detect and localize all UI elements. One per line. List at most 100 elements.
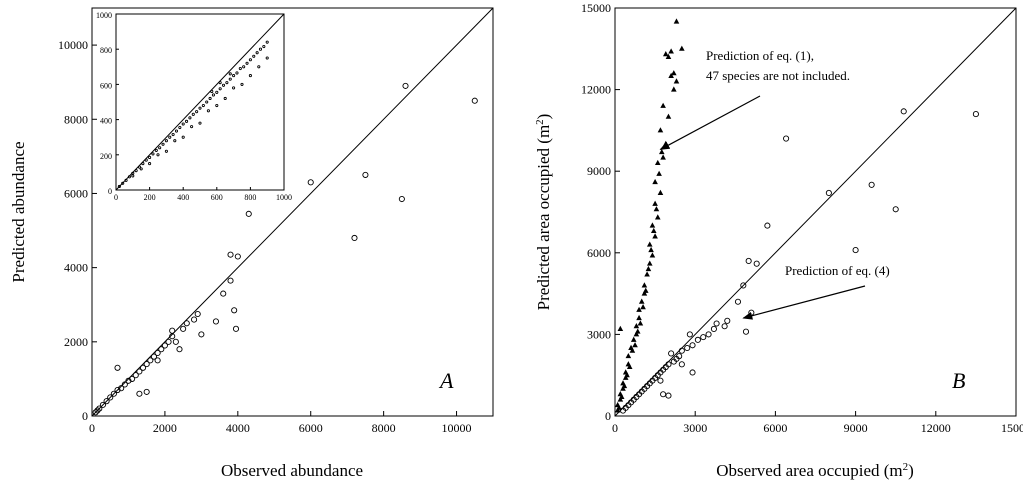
panel-b-circle-point <box>684 344 691 352</box>
inset-dot-point <box>151 152 155 156</box>
panel-a-circle-point <box>198 331 205 338</box>
panel-b-triangle-point <box>632 342 638 348</box>
panel-a-circle-point <box>232 325 240 332</box>
inset-dot-point <box>195 110 199 114</box>
panel-a-circle-point <box>92 409 99 416</box>
panel-b-triangle-point <box>617 325 624 331</box>
panel-b-annotations: Prediction of eq. (1), 47 species are no… <box>659 48 890 320</box>
panel-b-circle-point <box>852 247 859 254</box>
inset-y-tick-label: 0 <box>108 187 112 196</box>
annotation-eq4: Prediction of eq. (4) <box>785 263 890 278</box>
inset-dot-point <box>178 125 182 130</box>
annotation-arrow <box>659 95 761 150</box>
panel-b-x-tick-label: 0 <box>612 421 618 435</box>
panel-b-x-tick-label: 12000 <box>921 421 951 435</box>
inset-dot-point <box>245 61 249 65</box>
panel-b-circle-point <box>868 181 875 188</box>
panel-b-triangle-point <box>618 393 625 399</box>
inset-dot-point <box>124 178 128 182</box>
panel-a-y-tick-label: 6000 <box>64 186 88 200</box>
panel-a-x-tick-label: 8000 <box>372 421 396 435</box>
panel-b-triangle-point <box>654 214 661 220</box>
panel-b-circle-point <box>753 260 760 267</box>
panel-a-circle-point <box>139 364 147 371</box>
panel-b-triangle-point <box>673 18 680 24</box>
panel-a-circle-point <box>114 364 121 371</box>
inset-dot-point <box>171 133 175 137</box>
inset-dot-point <box>158 146 162 150</box>
inset-dot-point <box>225 81 229 85</box>
panel-b-circle-point <box>689 369 696 376</box>
inset-dot-point <box>206 109 210 113</box>
panel-b-circle-point <box>668 350 675 357</box>
inset-dot-point <box>242 65 246 69</box>
panel-b-chart: 0 3000 6000 9000 12000 15000 0 3000 6000 9000 1200… <box>534 1 1023 480</box>
inset-dot-point <box>262 45 266 49</box>
inset-dot-point <box>144 158 148 162</box>
panel-a-circle-point <box>110 390 117 397</box>
panel-b-circle-point <box>713 320 720 327</box>
inset-dot-point <box>215 103 219 108</box>
inset-dot-point <box>148 162 152 166</box>
panel-b-circle-point <box>742 328 750 335</box>
panel-a-circle-point <box>154 357 161 364</box>
inset-dot-point <box>218 87 222 91</box>
inset-dot-point <box>188 116 192 120</box>
inset-dot-point <box>127 175 131 179</box>
panel-a-x-tick-label: 2000 <box>153 421 177 435</box>
panel-b-circle-point <box>721 323 728 330</box>
panel-b-triangle-point <box>665 113 672 119</box>
panel-a-circle-point <box>121 381 128 388</box>
panel-b-circle-point <box>657 377 664 384</box>
panel-a-circle-point <box>220 290 227 297</box>
inset-dot-point <box>208 96 212 101</box>
inset-dot-point <box>198 106 202 110</box>
inset-dot-point <box>161 142 165 146</box>
panel-a-circle-point <box>165 338 172 345</box>
inset-dot-point <box>139 167 143 171</box>
panel-b-triangle-point <box>641 282 648 288</box>
panel-b-triangle-point <box>646 260 653 266</box>
panel-b-circle-point <box>825 189 832 197</box>
inset-dot-point <box>238 67 242 71</box>
inset-dot-point <box>131 174 135 178</box>
panel-a-circle-point <box>136 390 143 397</box>
panel-a-circle-point <box>180 325 187 332</box>
inset-dot-point <box>265 56 269 60</box>
panel-a-circle-point <box>96 405 103 412</box>
inset-dot-point <box>185 119 189 123</box>
inset-x-tick-label: 600 <box>211 193 223 202</box>
inset-dot-point <box>168 135 172 139</box>
panel-b-triangle-point <box>649 252 656 258</box>
panel-b-triangle-point <box>648 246 654 253</box>
inset-dot-point <box>191 112 195 116</box>
panel-b-circle-point <box>705 331 712 338</box>
panel-a-circle-point <box>158 346 165 353</box>
annotation-arrow <box>742 285 866 320</box>
inset-dot-point <box>255 51 259 55</box>
panel-b-circle-point <box>678 347 685 354</box>
panel-b-triangle-point <box>650 227 657 234</box>
panel-b-triangle-point <box>614 407 621 413</box>
panel-b-triangle-point <box>660 154 666 160</box>
panel-b-y-tick-label: 6000 <box>587 246 611 260</box>
panel-a-circle-point <box>307 179 314 186</box>
panel-b-triangle-point <box>625 352 632 359</box>
inset-x-tick-label: 200 <box>144 193 156 202</box>
panel-a-circle-point <box>147 357 154 364</box>
panel-b-circle-point <box>665 392 672 399</box>
inset-dot-point <box>117 184 121 189</box>
inset-dot-point <box>173 139 177 143</box>
inset-dot-point <box>235 71 239 75</box>
panel-a-circle-point <box>118 385 125 392</box>
panel-b-circle-point <box>764 222 771 229</box>
inset-y-tick-label: 800 <box>100 46 112 55</box>
inset-dot-point <box>121 181 125 185</box>
panel-b-triangle-point <box>622 374 629 380</box>
panel-a-circle-point <box>129 375 136 382</box>
panel-a-circle-point <box>114 386 121 394</box>
inset-dot-point <box>265 40 269 44</box>
inset-dot-point <box>141 162 145 166</box>
panel-b-frame <box>614 7 1017 417</box>
panel-a-circle-point <box>169 333 176 340</box>
